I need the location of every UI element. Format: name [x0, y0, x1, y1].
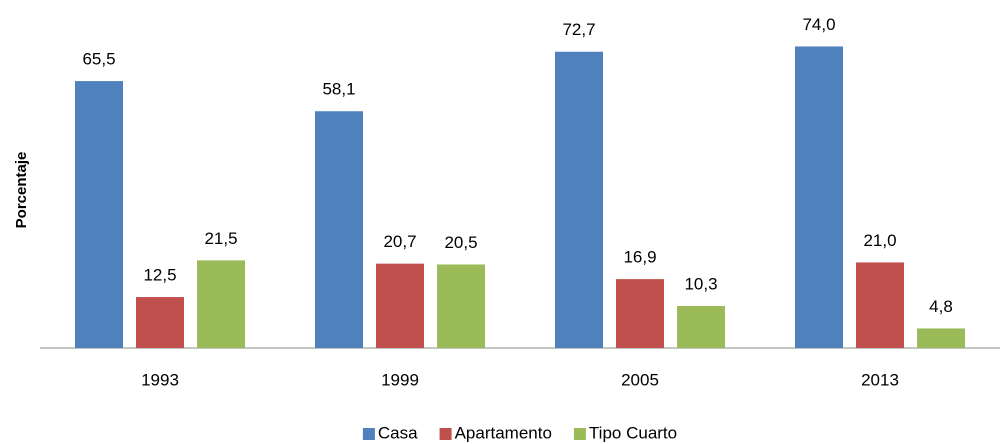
- bar: [376, 263, 424, 348]
- bar: [437, 264, 485, 348]
- data-label: 16,9: [623, 248, 656, 267]
- data-label: 12,5: [143, 266, 176, 285]
- data-label: 74,0: [802, 15, 835, 34]
- legend-swatch: [439, 428, 452, 440]
- data-label: 72,7: [562, 20, 595, 39]
- data-label: 20,7: [383, 232, 416, 251]
- data-label: 58,1: [322, 80, 355, 99]
- bar: [197, 260, 245, 348]
- bar: [616, 279, 664, 348]
- bar: [795, 46, 843, 348]
- x-tick-label: 1999: [381, 370, 419, 389]
- bar: [136, 297, 184, 348]
- data-label: 21,5: [204, 229, 237, 248]
- bar: [917, 328, 965, 348]
- bar: [856, 262, 904, 348]
- data-label: 21,0: [863, 231, 896, 250]
- bar: [555, 51, 603, 349]
- legend-swatch: [573, 428, 586, 440]
- legend-swatch: [362, 428, 375, 440]
- data-label: 20,5: [444, 233, 477, 252]
- data-label: 4,8: [929, 297, 953, 316]
- bar: [677, 306, 725, 348]
- bar: [75, 81, 123, 349]
- legend: Casa Apartamento Tipo Cuarto: [362, 423, 677, 442]
- legend-label: Tipo Cuarto: [589, 423, 677, 442]
- x-tick-label: 1993: [141, 370, 179, 389]
- x-tick-label: 2005: [621, 370, 659, 389]
- legend-label: Apartamento: [455, 423, 552, 442]
- y-axis-label: Porcentaje: [13, 152, 30, 229]
- x-tick-label: 2013: [861, 370, 899, 389]
- data-label: 65,5: [82, 50, 115, 69]
- data-label: 10,3: [684, 275, 717, 294]
- bar: [315, 111, 363, 349]
- legend-label: Casa: [378, 423, 418, 442]
